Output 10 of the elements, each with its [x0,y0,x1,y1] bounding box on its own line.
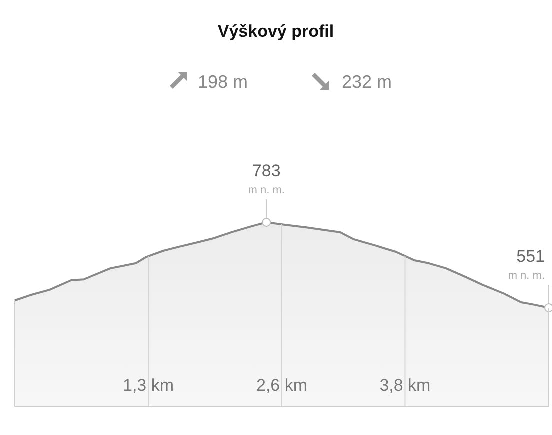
x-tick-label: 1,3 km [122,376,174,395]
data-label: 783 [252,162,281,180]
annotation: m n. m. [508,270,545,282]
x-tick-label: 3,8 km [380,376,431,395]
annotation: m n. m. [248,184,285,196]
x-tick-label: 2,6 km [256,376,308,395]
data-label: 551 [516,247,545,266]
chart-title: Výškový profil [218,22,334,41]
text: 198 m [198,72,248,92]
text: 232 m [342,72,392,92]
